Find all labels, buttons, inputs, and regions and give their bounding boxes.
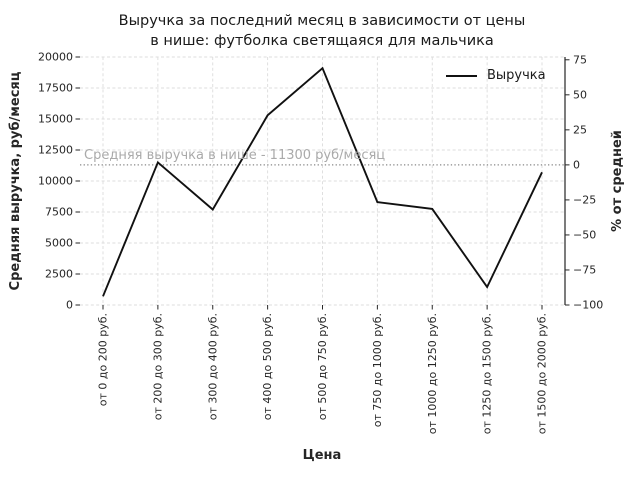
revenue-line <box>102 66 543 297</box>
legend: Выручка <box>446 68 546 83</box>
y-tick-label-left: 0 <box>66 299 73 312</box>
x-axis-label: Цена <box>302 448 342 463</box>
y-tick-label-left: 7500 <box>45 206 73 219</box>
x-tick-label: от 1000 до 1250 руб. <box>426 313 439 434</box>
y-tick-label-right: −75 <box>573 263 596 276</box>
chart-title-line1: Выручка за последний месяц в зависимости… <box>118 13 526 29</box>
x-tick-label: от 500 до 750 руб. <box>316 313 329 420</box>
x-tick-label: от 200 до 300 руб. <box>151 313 164 420</box>
x-tick-label: от 750 до 1000 руб. <box>371 313 384 427</box>
x-tick-label: от 0 до 200 руб. <box>97 313 110 406</box>
y-tick-label-left: 5000 <box>45 237 73 250</box>
y-tick-label-left: 2500 <box>45 268 73 281</box>
y-tick-label-right: 0 <box>573 158 580 171</box>
y-tick-label-right: −50 <box>573 228 596 241</box>
average-annotation: Средняя выручка в нише - 11300 руб/месяц <box>84 148 386 163</box>
x-tick-label: от 1500 до 2000 руб. <box>536 313 549 434</box>
y-tick-label-left: 12500 <box>38 144 73 157</box>
legend-label: Выручка <box>487 68 546 83</box>
y-axis-label-left: Средняя выручка, руб/месяц <box>8 71 23 291</box>
legend-line-sample-icon <box>446 74 477 77</box>
x-tick-label: от 300 до 400 руб. <box>206 313 219 420</box>
chart-title-line2: в нише: футболка светящаяся для мальчика <box>150 33 494 49</box>
y-tick-label-right: 25 <box>573 123 587 136</box>
y-axis-label-right: % от средней <box>610 130 625 232</box>
y-tick-label-right: 75 <box>573 53 587 66</box>
x-tick-label: от 400 до 500 руб. <box>261 313 274 420</box>
y-tick-label-left: 15000 <box>38 113 73 126</box>
y-tick-label-right: −100 <box>573 299 603 312</box>
x-tick-label: от 1250 до 1500 руб. <box>481 313 494 434</box>
y-tick-label-left: 17500 <box>38 82 73 95</box>
y-tick-label-right: −25 <box>573 193 596 206</box>
y-tick-label-left: 10000 <box>38 175 73 188</box>
y-tick-label-left: 20000 <box>38 51 73 64</box>
y-tick-label-right: 50 <box>573 88 587 101</box>
